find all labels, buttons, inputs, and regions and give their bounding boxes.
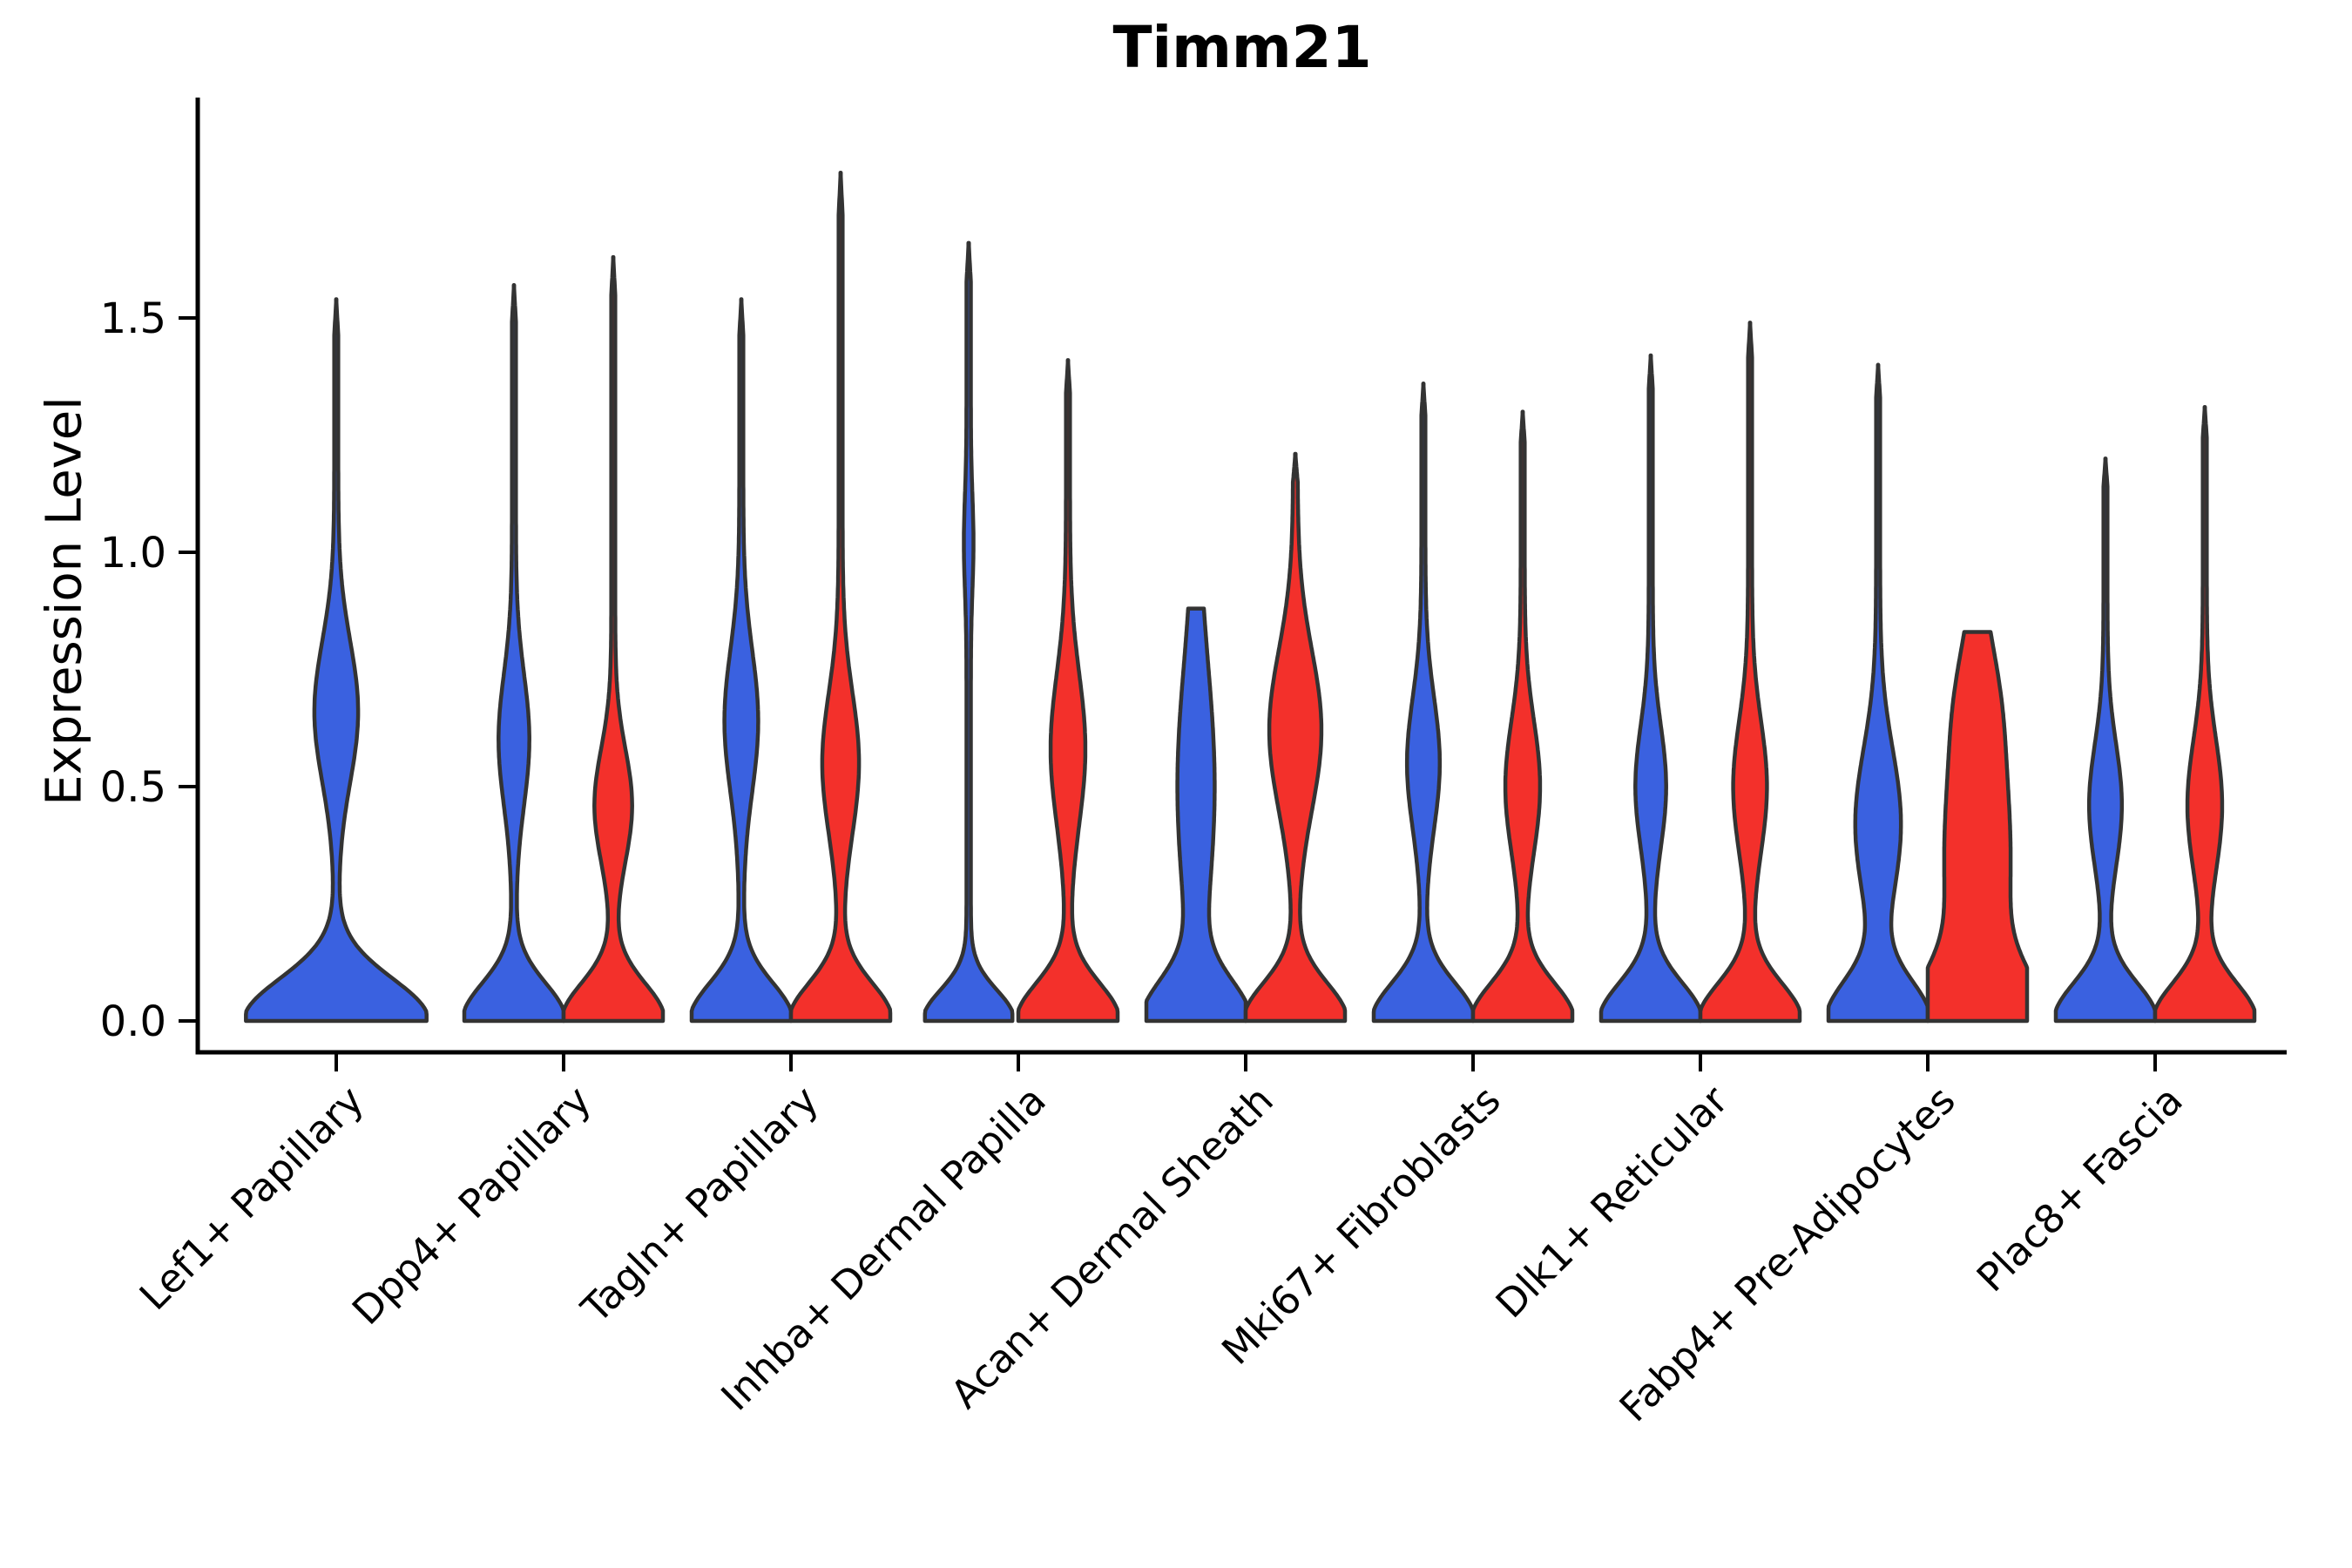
x-tick-label-tagln-papillary: Tagln+ Papillary (572, 1077, 828, 1332)
violin-dpp4-papillary-red (561, 254, 666, 1024)
y-tick-label: 1.5 (100, 294, 166, 343)
violin-tagln-papillary-red (788, 170, 893, 1024)
violin-dlk1-reticular-red (1698, 321, 1802, 1024)
chart-title: Timm21 (1112, 14, 1372, 81)
violin-fabp4-pre-adipocytes-red (1925, 630, 2030, 1024)
y-tick-label: 1.0 (100, 529, 166, 578)
x-tick-label-plac8-fascia: Plac8+ Fascia (1968, 1077, 2192, 1301)
violin-dlk1-reticular-blue (1598, 353, 1703, 1024)
y-tick-label: 0.5 (100, 763, 166, 812)
violin-inhba-dermal-papilla-blue (923, 240, 1015, 1024)
violin-acan-dermal-sheath-red (1243, 451, 1348, 1024)
violin-plac8-fascia-red (2153, 404, 2257, 1024)
violin-dpp4-papillary-blue (462, 283, 566, 1024)
x-tick-label-lef1-papillary: Lef1+ Papillary (131, 1077, 373, 1319)
violin-fabp4-pre-adipocytes-blue (1826, 362, 1930, 1024)
violin-plac8-fascia-blue (2053, 456, 2158, 1024)
x-tick-label-dpp4-papillary: Dpp4+ Papillary (343, 1077, 600, 1334)
violin-acan-dermal-sheath-blue (1144, 606, 1248, 1024)
y-tick-label: 0.0 (100, 997, 166, 1046)
violin-lef1-papillary-blue (244, 297, 429, 1024)
x-tick-label-dlk1-reticular: Dlk1+ Reticular (1487, 1077, 1737, 1327)
violin-tagln-papillary-blue (689, 297, 794, 1024)
violin-inhba-dermal-papilla-red (1016, 358, 1120, 1024)
violin-mki67-fibroblasts-red (1470, 409, 1575, 1024)
violin-mki67-fibroblasts-blue (1371, 382, 1476, 1024)
